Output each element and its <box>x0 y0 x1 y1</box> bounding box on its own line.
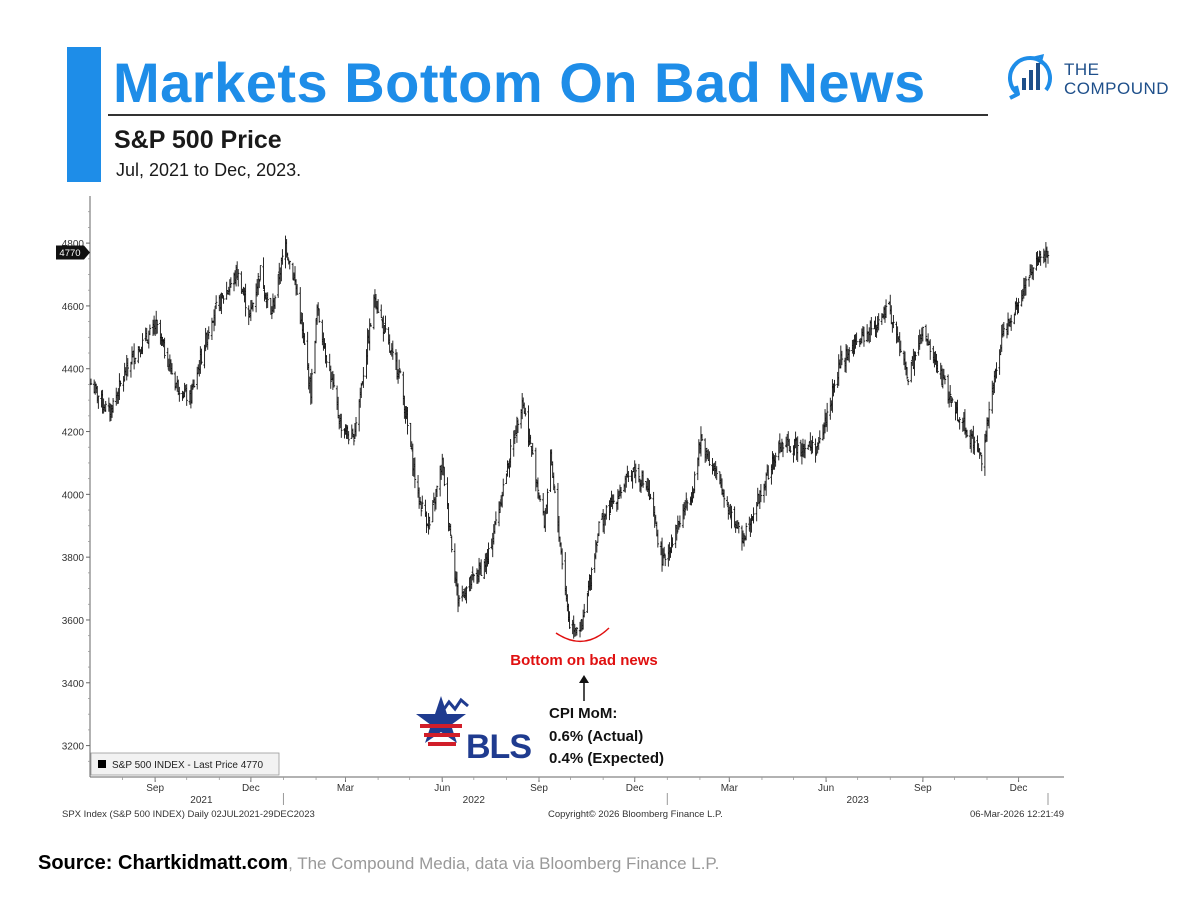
the-compound-logo: THE COMPOUND <box>1004 50 1184 106</box>
y-tick-label: 3800 <box>62 553 85 564</box>
y-tick-label: 3600 <box>62 616 85 627</box>
legend-swatch <box>98 760 106 768</box>
bls-stripes <box>420 724 462 746</box>
chart-subtitle: S&P 500 Price <box>114 126 282 154</box>
logo-line-1: THE <box>1064 60 1100 79</box>
last-price-tag <box>56 245 90 260</box>
x-month-label: Dec <box>242 783 260 794</box>
date-range-label: Jul, 2021 to Dec, 2023. <box>116 160 302 180</box>
x-month-label: Sep <box>530 783 548 794</box>
bls-star-icon <box>416 696 466 743</box>
last-price-tag-label: 4770 <box>59 248 80 259</box>
footer-center: Copyright© 2026 Bloomberg Finance L.P. <box>548 809 723 820</box>
legend-label: S&P 500 INDEX - Last Price 4770 <box>112 760 263 771</box>
y-tick-label: 3400 <box>62 679 85 690</box>
bottom-annotation-label: Bottom on bad news <box>510 652 658 669</box>
chart-annotations: Bottom on bad news CPI MoM: 0.6% (Actual… <box>416 627 664 767</box>
x-month-label: Jun <box>434 783 450 794</box>
y-tick-label: 4800 <box>62 239 85 250</box>
y-tick-label: 4200 <box>62 428 85 439</box>
x-year-label: 2022 <box>463 795 486 806</box>
bls-text: BLS <box>466 728 531 766</box>
bar-chart-circle-arrow-icon <box>1008 53 1052 100</box>
source-bold: Source: Chartkidmatt.com <box>38 852 289 874</box>
logo-line-2: COMPOUND <box>1064 79 1170 98</box>
chart-axes: 3200 3400 3600 3800 4000 4200 4400 4600 48004770… <box>56 196 1064 806</box>
bottom-highlight-arc <box>555 627 610 642</box>
x-month-label: Dec <box>1010 783 1028 794</box>
cpi-label: CPI MoM: <box>549 705 617 722</box>
page-title: Markets Bottom On Bad News <box>113 51 926 114</box>
bls-logo: BLS <box>416 696 532 766</box>
title-divider <box>108 114 988 116</box>
cpi-expected: 0.4% (Expected) <box>549 750 664 767</box>
title-accent-bar <box>67 47 101 182</box>
source-rest: , The Compound Media, data via Bloomberg… <box>288 854 720 873</box>
x-month-label: Mar <box>721 783 739 794</box>
legend-box <box>90 752 280 776</box>
x-month-label: Sep <box>146 783 164 794</box>
footer-left: SPX Index (S&P 500 INDEX) Daily 02JUL202… <box>62 809 315 820</box>
y-tick-label: 3200 <box>62 742 85 753</box>
bls-trend-icon <box>440 697 469 713</box>
price-bars <box>89 235 1050 639</box>
x-year-label: 2021 <box>190 795 213 806</box>
cpi-actual: 0.6% (Actual) <box>549 728 643 745</box>
y-tick-label: 4600 <box>62 302 85 313</box>
x-month-label: Mar <box>337 783 355 794</box>
chart-footer: SPX Index (S&P 500 INDEX) Daily 02JUL202… <box>62 809 1064 820</box>
x-month-label: Dec <box>626 783 644 794</box>
x-month-label: Jun <box>818 783 834 794</box>
source-credit: Source: Chartkidmatt.com, The Compound M… <box>38 852 719 875</box>
annotation-arrow-head <box>579 675 589 683</box>
y-tick-label: 4000 <box>62 490 85 501</box>
footer-right: 06-Mar-2026 12:21:49 <box>970 809 1064 820</box>
x-year-label: 2023 <box>847 795 870 806</box>
logo-wordmark: THE COMPOUND <box>1064 60 1169 98</box>
y-tick-label: 4400 <box>62 365 85 376</box>
x-month-label: Sep <box>914 783 932 794</box>
chart-legend: S&P 500 INDEX - Last Price 4770 <box>90 752 280 776</box>
